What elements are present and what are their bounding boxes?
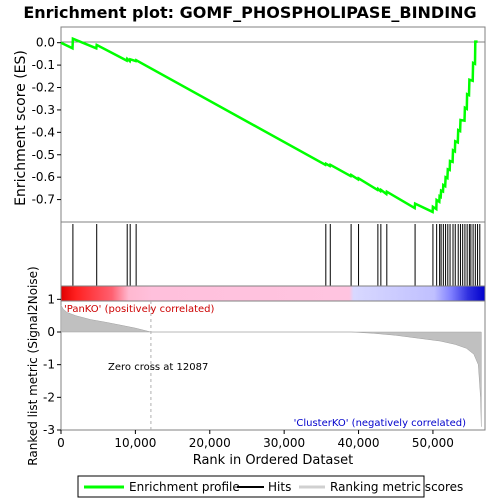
es-y-tick-label: -0.3 <box>32 103 55 117</box>
x-tick-label: 0 <box>57 436 65 450</box>
es-panel-frame <box>60 26 486 223</box>
ranking-heat-band <box>60 285 486 302</box>
es-y-tick-label: -0.7 <box>32 193 55 207</box>
legend-hits-label: Hits <box>268 480 291 494</box>
enrichment-profile-line <box>60 36 478 214</box>
metric-y-tick-label: 0 <box>47 325 55 339</box>
positive-class-label: 'PanKO' (positively correlated) <box>64 304 215 315</box>
x-axis-ticks: 0 10,000 20,000 30,000 40,000 50,000 <box>57 430 454 450</box>
x-tick-label: 30,000 <box>263 436 305 450</box>
metric-panel-frame <box>60 300 486 431</box>
es-y-tick-label: -0.5 <box>32 148 55 162</box>
hit-markers <box>72 224 481 286</box>
metric-y-tick-label: 1 <box>47 292 55 306</box>
metric-y-ticks: 1 0 -1 -2 -3 <box>43 292 61 437</box>
es-y-axis-label: Enrichment score (ES) <box>13 50 29 206</box>
legend-metric-label: Ranking metric scores <box>330 480 463 494</box>
es-y-tick-label: 0.0 <box>36 36 55 50</box>
legend-profile-label: Enrichment profile <box>129 480 240 494</box>
x-tick-label: 40,000 <box>338 436 380 450</box>
hits-panel-frame <box>60 221 486 287</box>
chart-title: Enrichment plot: GOMF_PHOSPHOLIPASE_BIND… <box>23 3 476 22</box>
metric-y-tick-label: -1 <box>43 358 55 372</box>
es-y-ticks: 0.0 -0.1 -0.2 -0.3 -0.4 -0.5 -0.6 -0.7 <box>32 36 61 207</box>
es-y-tick-label: -0.2 <box>32 81 55 95</box>
x-axis-label: Rank in Ordered Dataset <box>193 453 354 468</box>
es-y-tick-label: -0.4 <box>32 125 55 139</box>
x-tick-label: 10,000 <box>114 436 156 450</box>
negative-class-label: 'ClusterKO' (negatively correlated) <box>294 418 466 429</box>
x-tick-label: 50,000 <box>412 436 454 450</box>
zero-cross-label: Zero cross at 12087 <box>108 362 208 373</box>
metric-y-tick-label: -3 <box>43 423 55 437</box>
es-y-tick-label: -0.6 <box>32 170 55 184</box>
ranking-metric-area <box>60 304 482 427</box>
metric-y-axis-label: Ranked list metric (Signal2Noise) <box>26 266 40 465</box>
x-tick-label: 20,000 <box>189 436 231 450</box>
metric-y-tick-label: -2 <box>43 390 55 404</box>
es-y-tick-label: -0.1 <box>32 58 55 72</box>
legend: Enrichment profile Hits Ranking metric s… <box>77 475 463 498</box>
